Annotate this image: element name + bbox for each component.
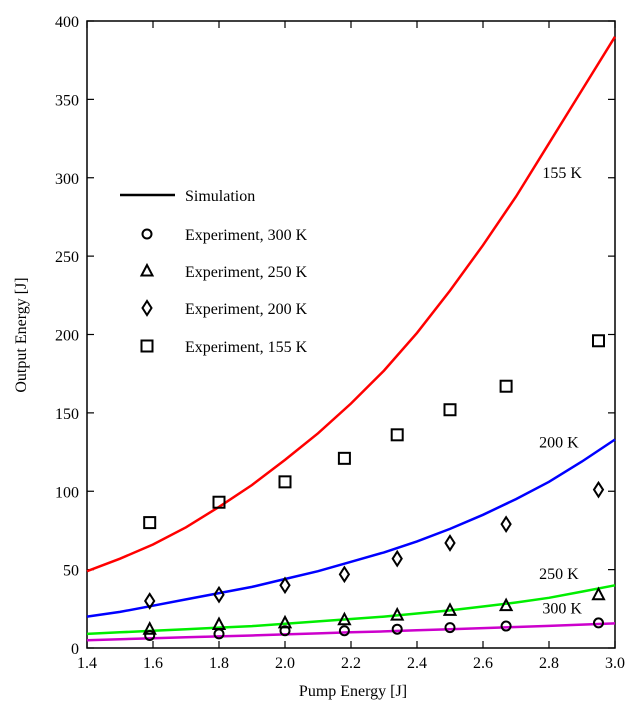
curve-label-200k: 200 K [539,434,579,451]
data-point-diamond-marker [338,565,351,584]
legend-entry-155k: Experiment, 155 K [185,339,308,356]
x-axis-ticks: 1.4 1.6 1.8 2.0 2.2 2.4 2.6 2.8 3.0 [77,21,625,672]
data-point-square-marker [499,379,513,393]
x-axis-label: Pump Energy [J] [299,683,407,700]
data-point-square-marker [592,334,605,348]
curve-label-155k: 155 K [542,165,582,182]
y-tick-label: 250 [55,249,79,266]
experiment-markers [142,334,606,641]
data-point-circle-marker [144,629,156,641]
data-point-diamond-marker [144,592,156,610]
legend-triangle-marker [139,262,155,277]
legend-entry-200k: Experiment, 200 K [185,301,308,318]
data-point-circle-marker [279,625,291,637]
legend-markers [139,228,155,353]
x-tick-label: 1.6 [143,655,163,672]
x-tick-label: 2.6 [473,655,493,672]
data-point-triangle-marker [211,616,227,630]
data-point-square-marker [443,403,457,417]
simulation-line-300k [86,622,616,642]
data-point-circle-marker [391,623,403,635]
x-tick-label: 2.8 [539,655,559,672]
legend: Simulation Experiment, 300 K Experiment,… [120,188,308,356]
data-point-square-marker [390,428,404,442]
data-point-square-marker [212,495,226,509]
legend-entry-300k: Experiment, 300 K [185,227,308,244]
data-point-square-marker [143,516,157,530]
simulation-line-250k [86,584,616,636]
data-point-diamond-marker [391,549,403,568]
data-point-circle-marker [338,625,350,637]
legend-diamond-marker [141,299,153,317]
y-tick-label: 150 [55,406,79,423]
legend-entry-250k: Experiment, 250 K [185,264,308,281]
data-point-square-marker [278,475,292,489]
y-tick-label: 0 [71,641,79,658]
data-point-diamond-marker [279,576,291,595]
plot-frame [86,20,616,649]
data-point-diamond-marker [592,480,605,499]
axes-frame [86,20,616,649]
y-tick-label: 350 [55,92,79,109]
data-point-triangle-marker [390,606,405,621]
x-tick-label: 2.2 [341,655,361,672]
y-tick-label: 400 [55,14,79,31]
data-point-triangle-marker [337,611,352,626]
simulation-line-155k [86,36,617,573]
data-point-triangle-marker [277,614,293,629]
data-point-triangle-marker [591,586,606,601]
legend-circle-marker [141,228,153,240]
data-point-triangle-marker [442,602,458,616]
x-tick-label: 1.8 [209,655,229,672]
data-point-triangle-marker [498,597,514,612]
simulation-line-200k [86,438,616,618]
x-tick-label: 2.4 [407,655,427,672]
data-point-diamond-marker [500,515,512,534]
data-point-circle-marker [593,617,604,629]
legend-square-marker [140,339,154,353]
x-tick-label: 1.4 [77,655,97,672]
data-point-diamond-marker [444,534,456,552]
data-point-square-marker [337,451,351,465]
y-tick-label: 50 [63,563,79,580]
curve-labels: 155 K 200 K 250 K 300 K [539,165,582,618]
curve-label-300k: 300 K [542,601,582,618]
legend-simulation-label: Simulation [185,188,255,205]
data-point-circle-marker [444,622,456,634]
data-point-circle-marker [500,620,512,632]
data-point-diamond-marker [213,585,225,604]
y-tick-label: 300 [55,171,79,188]
y-axis-label: Output Energy [J] [13,277,30,392]
y-tick-label: 100 [55,484,79,501]
x-tick-label: 3.0 [605,655,625,672]
curve-label-250k: 250 K [539,566,579,583]
data-point-triangle-marker [142,621,157,635]
y-tick-label: 200 [55,328,79,345]
simulation-lines [86,36,617,642]
x-tick-label: 2.0 [275,655,295,672]
y-axis-ticks: 0 50 100 150 200 250 300 350 400 [55,14,615,658]
